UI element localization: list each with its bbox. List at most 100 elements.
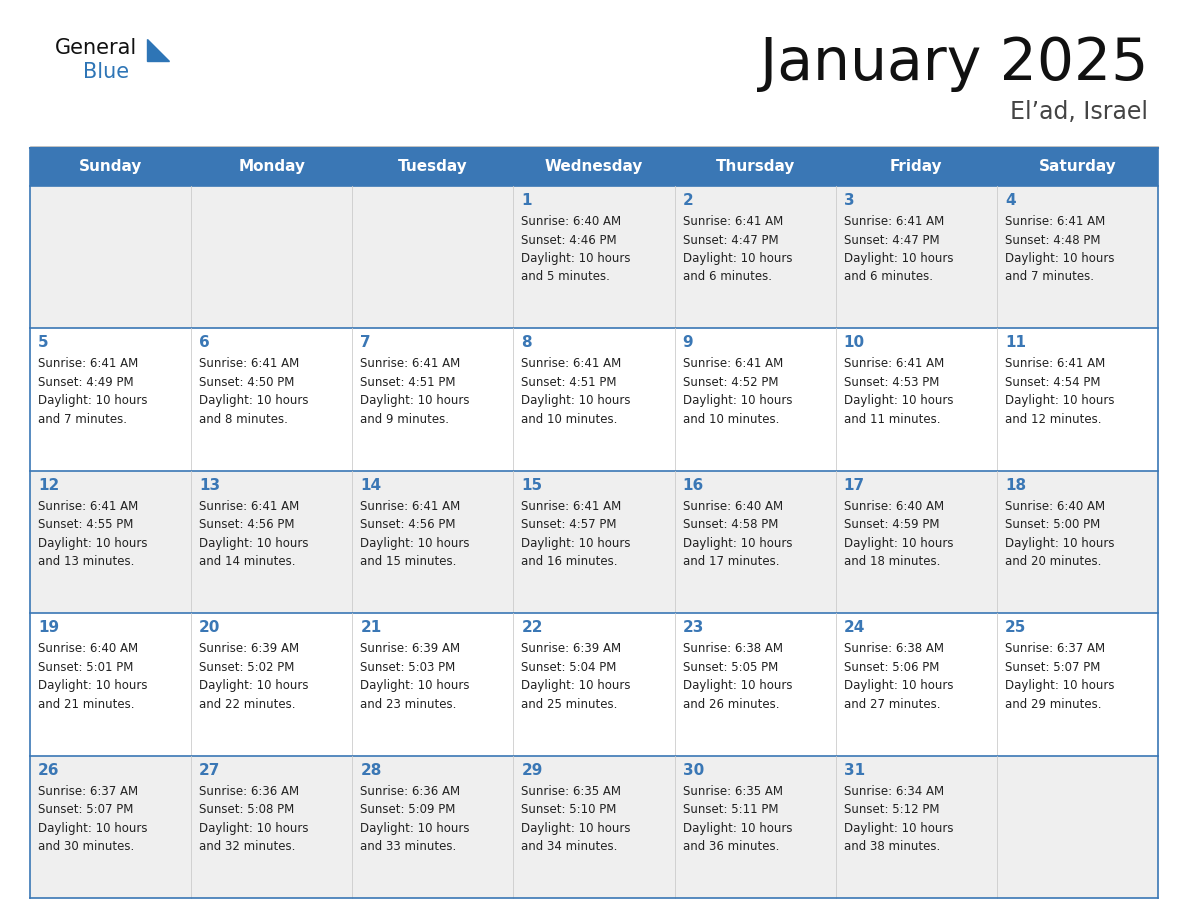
Text: Daylight: 10 hours: Daylight: 10 hours xyxy=(683,395,792,408)
Text: Sunset: 5:02 PM: Sunset: 5:02 PM xyxy=(200,661,295,674)
Text: 23: 23 xyxy=(683,621,704,635)
Text: Sunrise: 6:41 AM: Sunrise: 6:41 AM xyxy=(683,357,783,370)
Bar xyxy=(30,756,1158,898)
Text: Daylight: 10 hours: Daylight: 10 hours xyxy=(843,537,953,550)
Text: 9: 9 xyxy=(683,335,693,351)
Text: Daylight: 10 hours: Daylight: 10 hours xyxy=(522,679,631,692)
Text: Daylight: 10 hours: Daylight: 10 hours xyxy=(360,822,469,834)
Text: Daylight: 10 hours: Daylight: 10 hours xyxy=(843,679,953,692)
Text: Saturday: Saturday xyxy=(1038,160,1117,174)
Text: 1: 1 xyxy=(522,193,532,208)
Text: and 13 minutes.: and 13 minutes. xyxy=(38,555,134,568)
Text: Daylight: 10 hours: Daylight: 10 hours xyxy=(843,822,953,834)
Text: Sunrise: 6:41 AM: Sunrise: 6:41 AM xyxy=(38,499,138,513)
Text: and 15 minutes.: and 15 minutes. xyxy=(360,555,456,568)
Text: January 2025: January 2025 xyxy=(759,35,1148,92)
Text: 27: 27 xyxy=(200,763,221,778)
Text: Sunset: 4:56 PM: Sunset: 4:56 PM xyxy=(200,519,295,532)
Text: Sunrise: 6:41 AM: Sunrise: 6:41 AM xyxy=(1005,357,1105,370)
Text: Sunset: 5:08 PM: Sunset: 5:08 PM xyxy=(200,803,295,816)
Text: Sunrise: 6:41 AM: Sunrise: 6:41 AM xyxy=(38,357,138,370)
Text: Daylight: 10 hours: Daylight: 10 hours xyxy=(38,679,147,692)
Text: Sunrise: 6:34 AM: Sunrise: 6:34 AM xyxy=(843,785,943,798)
Text: Sunrise: 6:35 AM: Sunrise: 6:35 AM xyxy=(683,785,783,798)
Text: Sunrise: 6:41 AM: Sunrise: 6:41 AM xyxy=(360,499,461,513)
Text: Wednesday: Wednesday xyxy=(545,160,643,174)
Text: Sunset: 5:04 PM: Sunset: 5:04 PM xyxy=(522,661,617,674)
Text: El’ad, Israel: El’ad, Israel xyxy=(1010,100,1148,124)
Text: Daylight: 10 hours: Daylight: 10 hours xyxy=(683,537,792,550)
Text: and 27 minutes.: and 27 minutes. xyxy=(843,698,940,711)
Bar xyxy=(513,148,675,186)
Text: Sunset: 5:05 PM: Sunset: 5:05 PM xyxy=(683,661,778,674)
Text: Sunset: 4:56 PM: Sunset: 4:56 PM xyxy=(360,519,456,532)
Text: 7: 7 xyxy=(360,335,371,351)
Text: Sunset: 5:09 PM: Sunset: 5:09 PM xyxy=(360,803,456,816)
Text: Sunset: 5:12 PM: Sunset: 5:12 PM xyxy=(843,803,940,816)
Text: Sunrise: 6:41 AM: Sunrise: 6:41 AM xyxy=(360,357,461,370)
Text: Sunrise: 6:35 AM: Sunrise: 6:35 AM xyxy=(522,785,621,798)
Text: Sunset: 4:59 PM: Sunset: 4:59 PM xyxy=(843,519,940,532)
Text: and 14 minutes.: and 14 minutes. xyxy=(200,555,296,568)
Text: Daylight: 10 hours: Daylight: 10 hours xyxy=(843,252,953,265)
Text: Sunset: 4:47 PM: Sunset: 4:47 PM xyxy=(843,233,940,247)
Text: 6: 6 xyxy=(200,335,210,351)
Text: Thursday: Thursday xyxy=(715,160,795,174)
Text: 29: 29 xyxy=(522,763,543,778)
Text: Daylight: 10 hours: Daylight: 10 hours xyxy=(683,822,792,834)
Text: Sunset: 4:47 PM: Sunset: 4:47 PM xyxy=(683,233,778,247)
Text: 11: 11 xyxy=(1005,335,1026,351)
Text: and 6 minutes.: and 6 minutes. xyxy=(683,271,771,284)
Text: 3: 3 xyxy=(843,193,854,208)
Text: Daylight: 10 hours: Daylight: 10 hours xyxy=(1005,395,1114,408)
Text: Sunset: 4:48 PM: Sunset: 4:48 PM xyxy=(1005,233,1100,247)
Text: Daylight: 10 hours: Daylight: 10 hours xyxy=(200,822,309,834)
Text: and 11 minutes.: and 11 minutes. xyxy=(843,413,940,426)
Bar xyxy=(30,148,191,186)
Bar xyxy=(835,148,997,186)
Text: Daylight: 10 hours: Daylight: 10 hours xyxy=(522,537,631,550)
Text: Sunrise: 6:38 AM: Sunrise: 6:38 AM xyxy=(683,643,783,655)
Text: Sunrise: 6:36 AM: Sunrise: 6:36 AM xyxy=(360,785,461,798)
Text: and 7 minutes.: and 7 minutes. xyxy=(38,413,127,426)
Text: Daylight: 10 hours: Daylight: 10 hours xyxy=(38,822,147,834)
Text: 19: 19 xyxy=(38,621,59,635)
Text: Sunset: 4:53 PM: Sunset: 4:53 PM xyxy=(843,375,939,389)
Text: Sunrise: 6:41 AM: Sunrise: 6:41 AM xyxy=(683,215,783,228)
Text: and 18 minutes.: and 18 minutes. xyxy=(843,555,940,568)
Text: and 21 minutes.: and 21 minutes. xyxy=(38,698,134,711)
Text: 4: 4 xyxy=(1005,193,1016,208)
Text: 8: 8 xyxy=(522,335,532,351)
Text: Sunrise: 6:40 AM: Sunrise: 6:40 AM xyxy=(1005,499,1105,513)
Text: Friday: Friday xyxy=(890,160,942,174)
Text: 22: 22 xyxy=(522,621,543,635)
Text: Sunrise: 6:41 AM: Sunrise: 6:41 AM xyxy=(843,215,944,228)
Text: and 23 minutes.: and 23 minutes. xyxy=(360,698,456,711)
Text: Daylight: 10 hours: Daylight: 10 hours xyxy=(360,395,469,408)
Text: Sunrise: 6:41 AM: Sunrise: 6:41 AM xyxy=(200,357,299,370)
Text: Daylight: 10 hours: Daylight: 10 hours xyxy=(200,395,309,408)
Text: Sunrise: 6:36 AM: Sunrise: 6:36 AM xyxy=(200,785,299,798)
Text: Sunrise: 6:40 AM: Sunrise: 6:40 AM xyxy=(38,643,138,655)
Text: and 9 minutes.: and 9 minutes. xyxy=(360,413,449,426)
Text: Daylight: 10 hours: Daylight: 10 hours xyxy=(522,252,631,265)
Text: Sunrise: 6:39 AM: Sunrise: 6:39 AM xyxy=(360,643,461,655)
Text: 25: 25 xyxy=(1005,621,1026,635)
Text: Daylight: 10 hours: Daylight: 10 hours xyxy=(1005,679,1114,692)
Text: and 7 minutes.: and 7 minutes. xyxy=(1005,271,1094,284)
Text: Sunset: 4:46 PM: Sunset: 4:46 PM xyxy=(522,233,617,247)
Text: Sunset: 5:10 PM: Sunset: 5:10 PM xyxy=(522,803,617,816)
Text: Sunset: 4:49 PM: Sunset: 4:49 PM xyxy=(38,375,133,389)
Text: and 36 minutes.: and 36 minutes. xyxy=(683,840,779,853)
Text: Sunrise: 6:37 AM: Sunrise: 6:37 AM xyxy=(1005,643,1105,655)
Text: Sunrise: 6:38 AM: Sunrise: 6:38 AM xyxy=(843,643,943,655)
Bar xyxy=(997,148,1158,186)
Text: Daylight: 10 hours: Daylight: 10 hours xyxy=(1005,537,1114,550)
Text: Daylight: 10 hours: Daylight: 10 hours xyxy=(200,537,309,550)
Text: and 25 minutes.: and 25 minutes. xyxy=(522,698,618,711)
Text: and 30 minutes.: and 30 minutes. xyxy=(38,840,134,853)
Bar xyxy=(30,471,1158,613)
Text: 14: 14 xyxy=(360,477,381,493)
Text: 30: 30 xyxy=(683,763,703,778)
Text: Sunrise: 6:41 AM: Sunrise: 6:41 AM xyxy=(843,357,944,370)
